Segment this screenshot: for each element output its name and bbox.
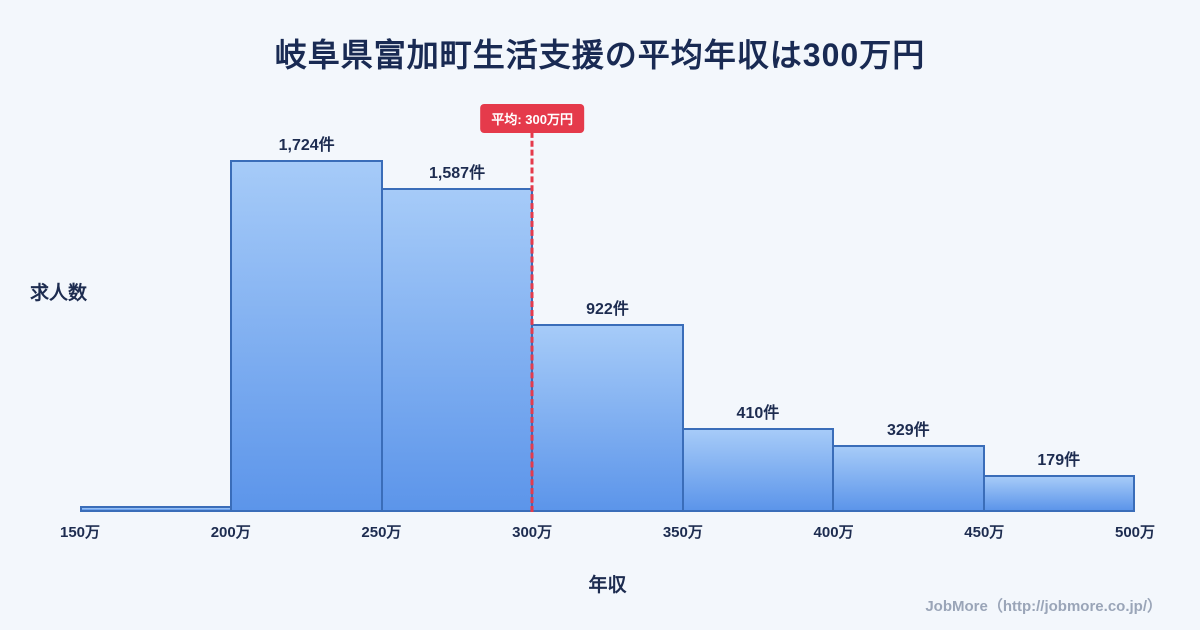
x-axis-label: 年収: [588, 575, 627, 596]
chart-title: 岐阜県富加町生活支援の平均年収は300万円: [274, 37, 926, 73]
x-tick-label: 400万: [813, 524, 854, 541]
histogram-bar: 1,587件: [380, 165, 534, 512]
x-tick-label: 450万: [964, 524, 1005, 541]
bar-value-label: 1,587件: [429, 165, 486, 182]
bar-value-label: 1,724件: [278, 137, 335, 154]
histogram-bar: [80, 506, 233, 512]
histogram-bar: 179件: [982, 452, 1135, 512]
footer-attribution: JobMore（http://jobmore.co.jp/）: [925, 598, 1162, 615]
x-axis-ticks: 150万 200万 250万 300万 350万 400万 450万 500万: [60, 521, 1155, 541]
bar-value-label: 410件: [736, 405, 780, 422]
plot-area: 1,724件 1,587件 922件 410件 329件 179件 平均: 300万円 1…: [60, 100, 1155, 541]
bar-value-label: 329件: [886, 422, 930, 439]
bar-value-label: 922件: [586, 301, 629, 318]
bar-value-label: 179件: [1037, 452, 1081, 469]
x-tick-label: 200万: [210, 524, 251, 541]
x-tick-label: 250万: [361, 524, 402, 541]
x-tick-label: 500万: [1114, 524, 1156, 541]
x-tick-label: 300万: [512, 524, 553, 541]
histogram-bar: 922件: [531, 301, 684, 512]
x-tick-label: 350万: [662, 524, 703, 541]
histogram-bar: 410件: [681, 405, 835, 512]
histogram-bar: 329件: [832, 422, 985, 512]
y-axis-label: 求人数: [30, 283, 88, 304]
bars-container: 1,724件 1,587件 922件 410件 329件 179件: [80, 100, 1135, 512]
histogram-bar: 1,724件: [230, 137, 383, 512]
average-dashed-line: [530, 114, 534, 512]
x-tick-label: 150万: [59, 524, 101, 541]
average-badge: 平均: 300万円: [480, 104, 584, 133]
